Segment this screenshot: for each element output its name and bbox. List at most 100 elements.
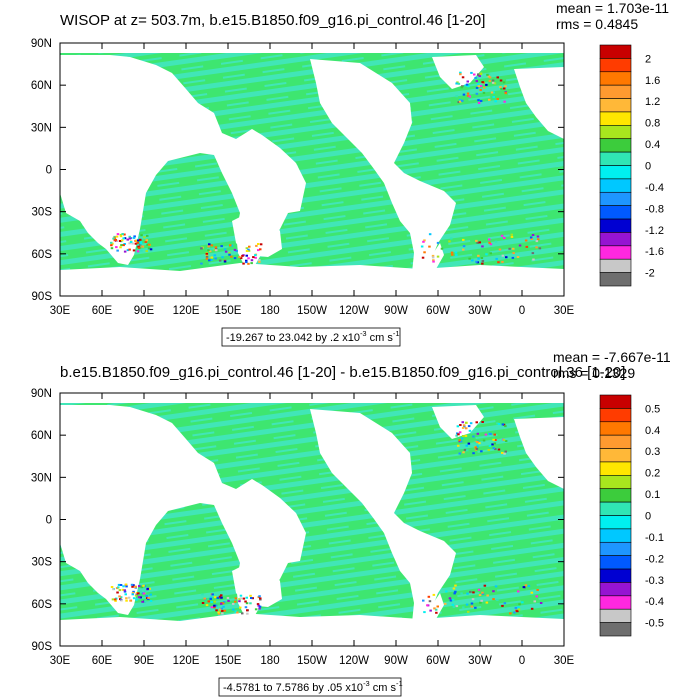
y-tick-label: 30S (32, 207, 53, 219)
noise-cell (139, 238, 142, 241)
noise-cell (205, 604, 209, 607)
noise-cell (121, 233, 124, 235)
noise-cell (492, 96, 495, 98)
noise-cell (239, 606, 242, 609)
noise-cell (238, 600, 241, 603)
noise-cell (460, 86, 463, 89)
colorbar-swatch (599, 125, 632, 140)
colorbar-label: -0.3 (645, 575, 664, 587)
noise-cell (250, 262, 253, 265)
noise-cell (230, 255, 233, 258)
noise-cell (238, 598, 241, 601)
noise-cell (492, 590, 495, 593)
noise-cell (466, 94, 470, 97)
noise-cell (114, 599, 117, 602)
x-tick-label: 30E (554, 655, 575, 667)
colorbar-label: 1.6 (645, 75, 660, 87)
noise-cell (140, 586, 144, 589)
noise-cell (517, 590, 520, 593)
noise-cell (254, 608, 258, 611)
noise-cell (214, 604, 218, 607)
noise-cell (140, 234, 143, 237)
noise-cell (535, 240, 539, 243)
colorbar-swatch (599, 84, 632, 99)
noise-cell (221, 256, 224, 259)
noise-cell (501, 254, 505, 257)
noise-cell (479, 73, 482, 76)
colorbar-label: 0.4 (645, 139, 660, 151)
noise-cell (488, 238, 491, 241)
noise-cell (246, 612, 249, 615)
noise-cell (224, 250, 228, 253)
x-tick-label: 180 (260, 655, 279, 667)
noise-cell (458, 452, 461, 455)
x-tick-label: 120E (173, 655, 200, 667)
colorbar-swatch (599, 111, 632, 126)
x-tick-label: 60E (92, 655, 113, 667)
noise-cell (448, 240, 451, 243)
noise-cell (245, 261, 248, 264)
noise-cell (117, 586, 120, 589)
x-tick-label: 150E (215, 305, 242, 317)
noise-cell (491, 81, 495, 84)
noise-cell (123, 250, 127, 253)
x-tick-label: 0 (519, 305, 525, 317)
noise-cell (499, 79, 503, 82)
noise-cell (481, 421, 484, 423)
noise-cell (538, 247, 542, 250)
noise-cell (137, 592, 140, 595)
noise-cell (504, 440, 508, 442)
colorbar-label: 0.8 (645, 118, 660, 130)
noise-cell (488, 80, 492, 82)
noise-cell (518, 603, 521, 606)
noise-cell (459, 71, 462, 74)
noise-cell (132, 249, 136, 252)
noise-cell (124, 583, 128, 586)
noise-cell (118, 240, 122, 242)
panel-2-rms: rms = 0.1329 (553, 365, 635, 381)
noise-cell (479, 100, 483, 102)
panel-1-mean: mean = 1.703e-11 (556, 0, 669, 16)
noise-cell (461, 99, 464, 102)
noise-cell (145, 250, 148, 253)
noise-cell (496, 98, 499, 100)
noise-cell (139, 241, 143, 244)
noise-cell (203, 597, 206, 600)
noise-cell (229, 244, 232, 247)
noise-cell (532, 258, 535, 261)
noise-cell (145, 239, 148, 242)
noise-cell (208, 243, 211, 246)
noise-cell (205, 252, 209, 255)
noise-cell (478, 594, 482, 597)
noise-cell (144, 600, 147, 603)
noise-cell (139, 242, 143, 245)
noise-cell (459, 424, 462, 426)
noise-cell (244, 600, 247, 603)
noise-cell (452, 587, 456, 590)
noise-cell (208, 250, 212, 253)
colorbar-swatch (599, 501, 632, 516)
noise-cell (210, 244, 214, 247)
noise-cell (470, 602, 474, 605)
noise-cell (521, 601, 524, 604)
land-mass (60, 263, 564, 296)
noise-cell (462, 435, 465, 437)
y-tick-label: 90S (32, 291, 53, 303)
noise-cell (128, 242, 131, 245)
colorbar-swatch (599, 408, 632, 423)
noise-cell (125, 599, 128, 602)
noise-cell (258, 607, 261, 610)
noise-cell (462, 238, 465, 241)
noise-cell (254, 254, 257, 257)
noise-cell (536, 589, 539, 591)
colorbar-swatch (599, 272, 632, 287)
noise-cell (245, 602, 249, 605)
noise-cell (458, 440, 461, 443)
noise-cell (257, 243, 260, 245)
x-tick-label: 90E (134, 305, 155, 317)
noise-cell (230, 244, 234, 247)
y-tick-label: 60S (32, 599, 53, 611)
noise-cell (143, 590, 147, 593)
colorbar-swatch (599, 475, 632, 490)
noise-cell (433, 607, 436, 610)
